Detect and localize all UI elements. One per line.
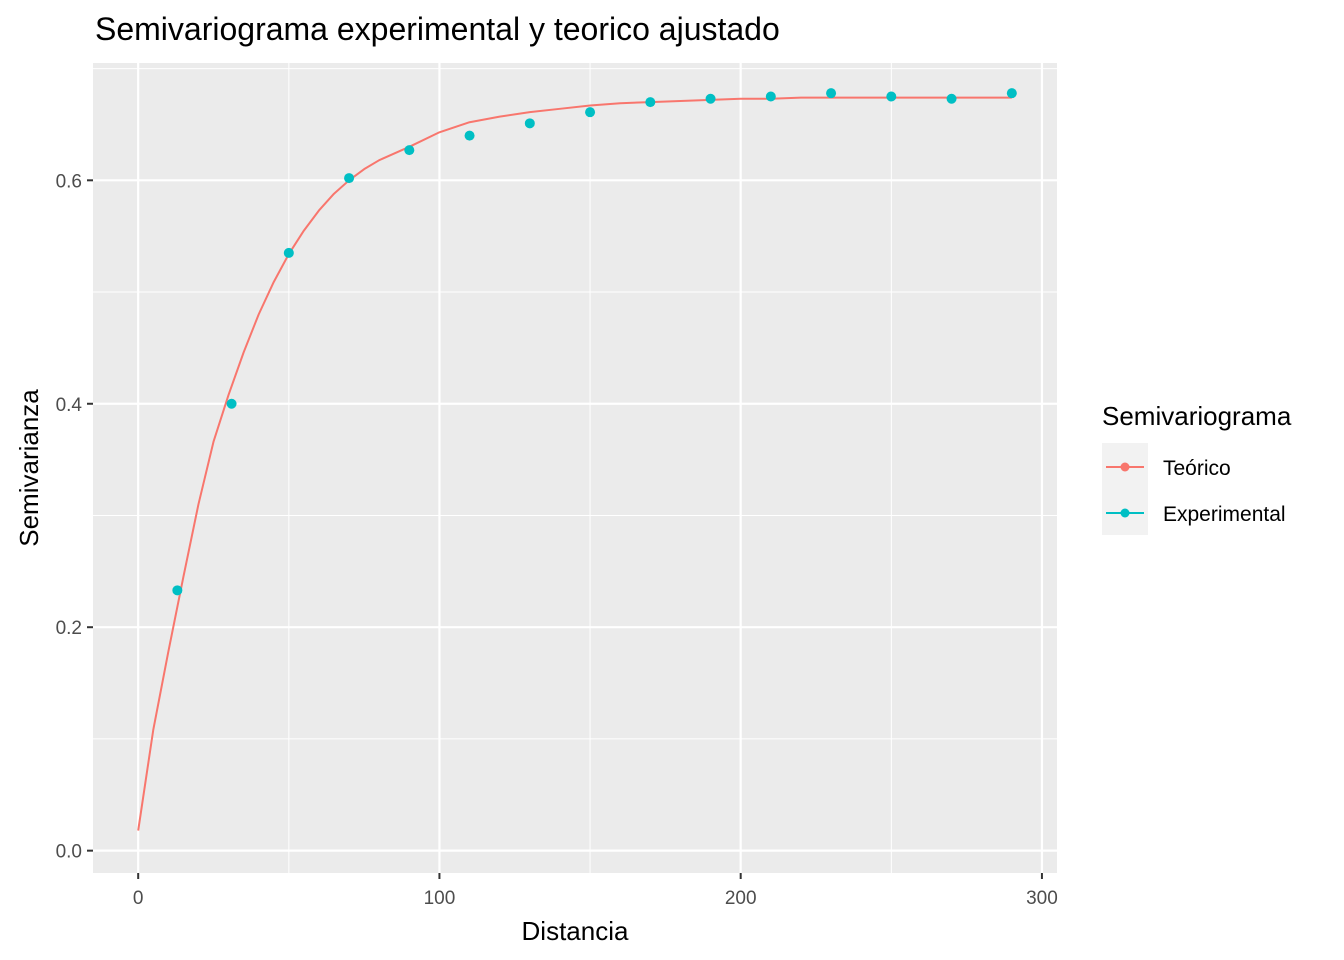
data-point-experimental [645, 97, 656, 108]
data-point-experimental [705, 93, 716, 104]
legend: Semivariograma Teórico Experimental [1102, 401, 1292, 535]
data-point-experimental [524, 118, 535, 129]
y-tick-label: 0.4 [56, 395, 83, 416]
data-point-experimental [464, 130, 475, 141]
x-tick-label: 100 [424, 888, 456, 909]
data-point-experimental [826, 88, 837, 99]
data-point-experimental [226, 398, 237, 409]
y-axis: 0.0 0.2 0.4 0.6 [56, 171, 93, 863]
y-tick-label: 0.6 [56, 171, 82, 192]
series-line-teorico [137, 96, 1012, 831]
data-point-experimental [585, 107, 596, 118]
y-tick-label: 0.0 [56, 842, 82, 863]
x-axis-title: Distancia [522, 916, 629, 946]
legend-key-experimental-point [1120, 508, 1130, 518]
data-point-experimental [344, 173, 355, 184]
data-point-experimental [765, 91, 776, 102]
legend-item-teorico: Teórico [1106, 457, 1231, 480]
legend-title: Semivariograma [1102, 401, 1292, 431]
y-axis-title: Semivarianza [14, 389, 44, 547]
legend-key-background [1102, 443, 1148, 535]
x-tick-label: 200 [725, 888, 757, 909]
y-tick-label: 0.2 [56, 618, 82, 639]
data-point-experimental [1006, 88, 1017, 99]
data-point-experimental [946, 93, 957, 104]
x-tick-label: 0 [133, 888, 144, 909]
data-point-experimental [283, 247, 294, 258]
x-axis: 0 100 200 300 [133, 873, 1058, 909]
data-point-experimental [886, 91, 897, 102]
legend-item-experimental: Experimental [1106, 503, 1286, 526]
plot-panel [93, 63, 1057, 873]
data-point-experimental [404, 145, 415, 156]
experimental-points-layer [172, 88, 1017, 596]
legend-label-teorico: Teórico [1163, 457, 1231, 480]
chart-title: Semivariograma experimental y teorico aj… [95, 11, 780, 47]
legend-label-experimental: Experimental [1163, 503, 1286, 526]
x-tick-label: 300 [1026, 888, 1058, 909]
theoretical-line-layer [137, 96, 1012, 831]
grid-minor [93, 63, 1057, 873]
grid-major [93, 63, 1057, 873]
data-point-experimental [172, 585, 183, 596]
legend-key-teorico-point [1120, 462, 1130, 472]
